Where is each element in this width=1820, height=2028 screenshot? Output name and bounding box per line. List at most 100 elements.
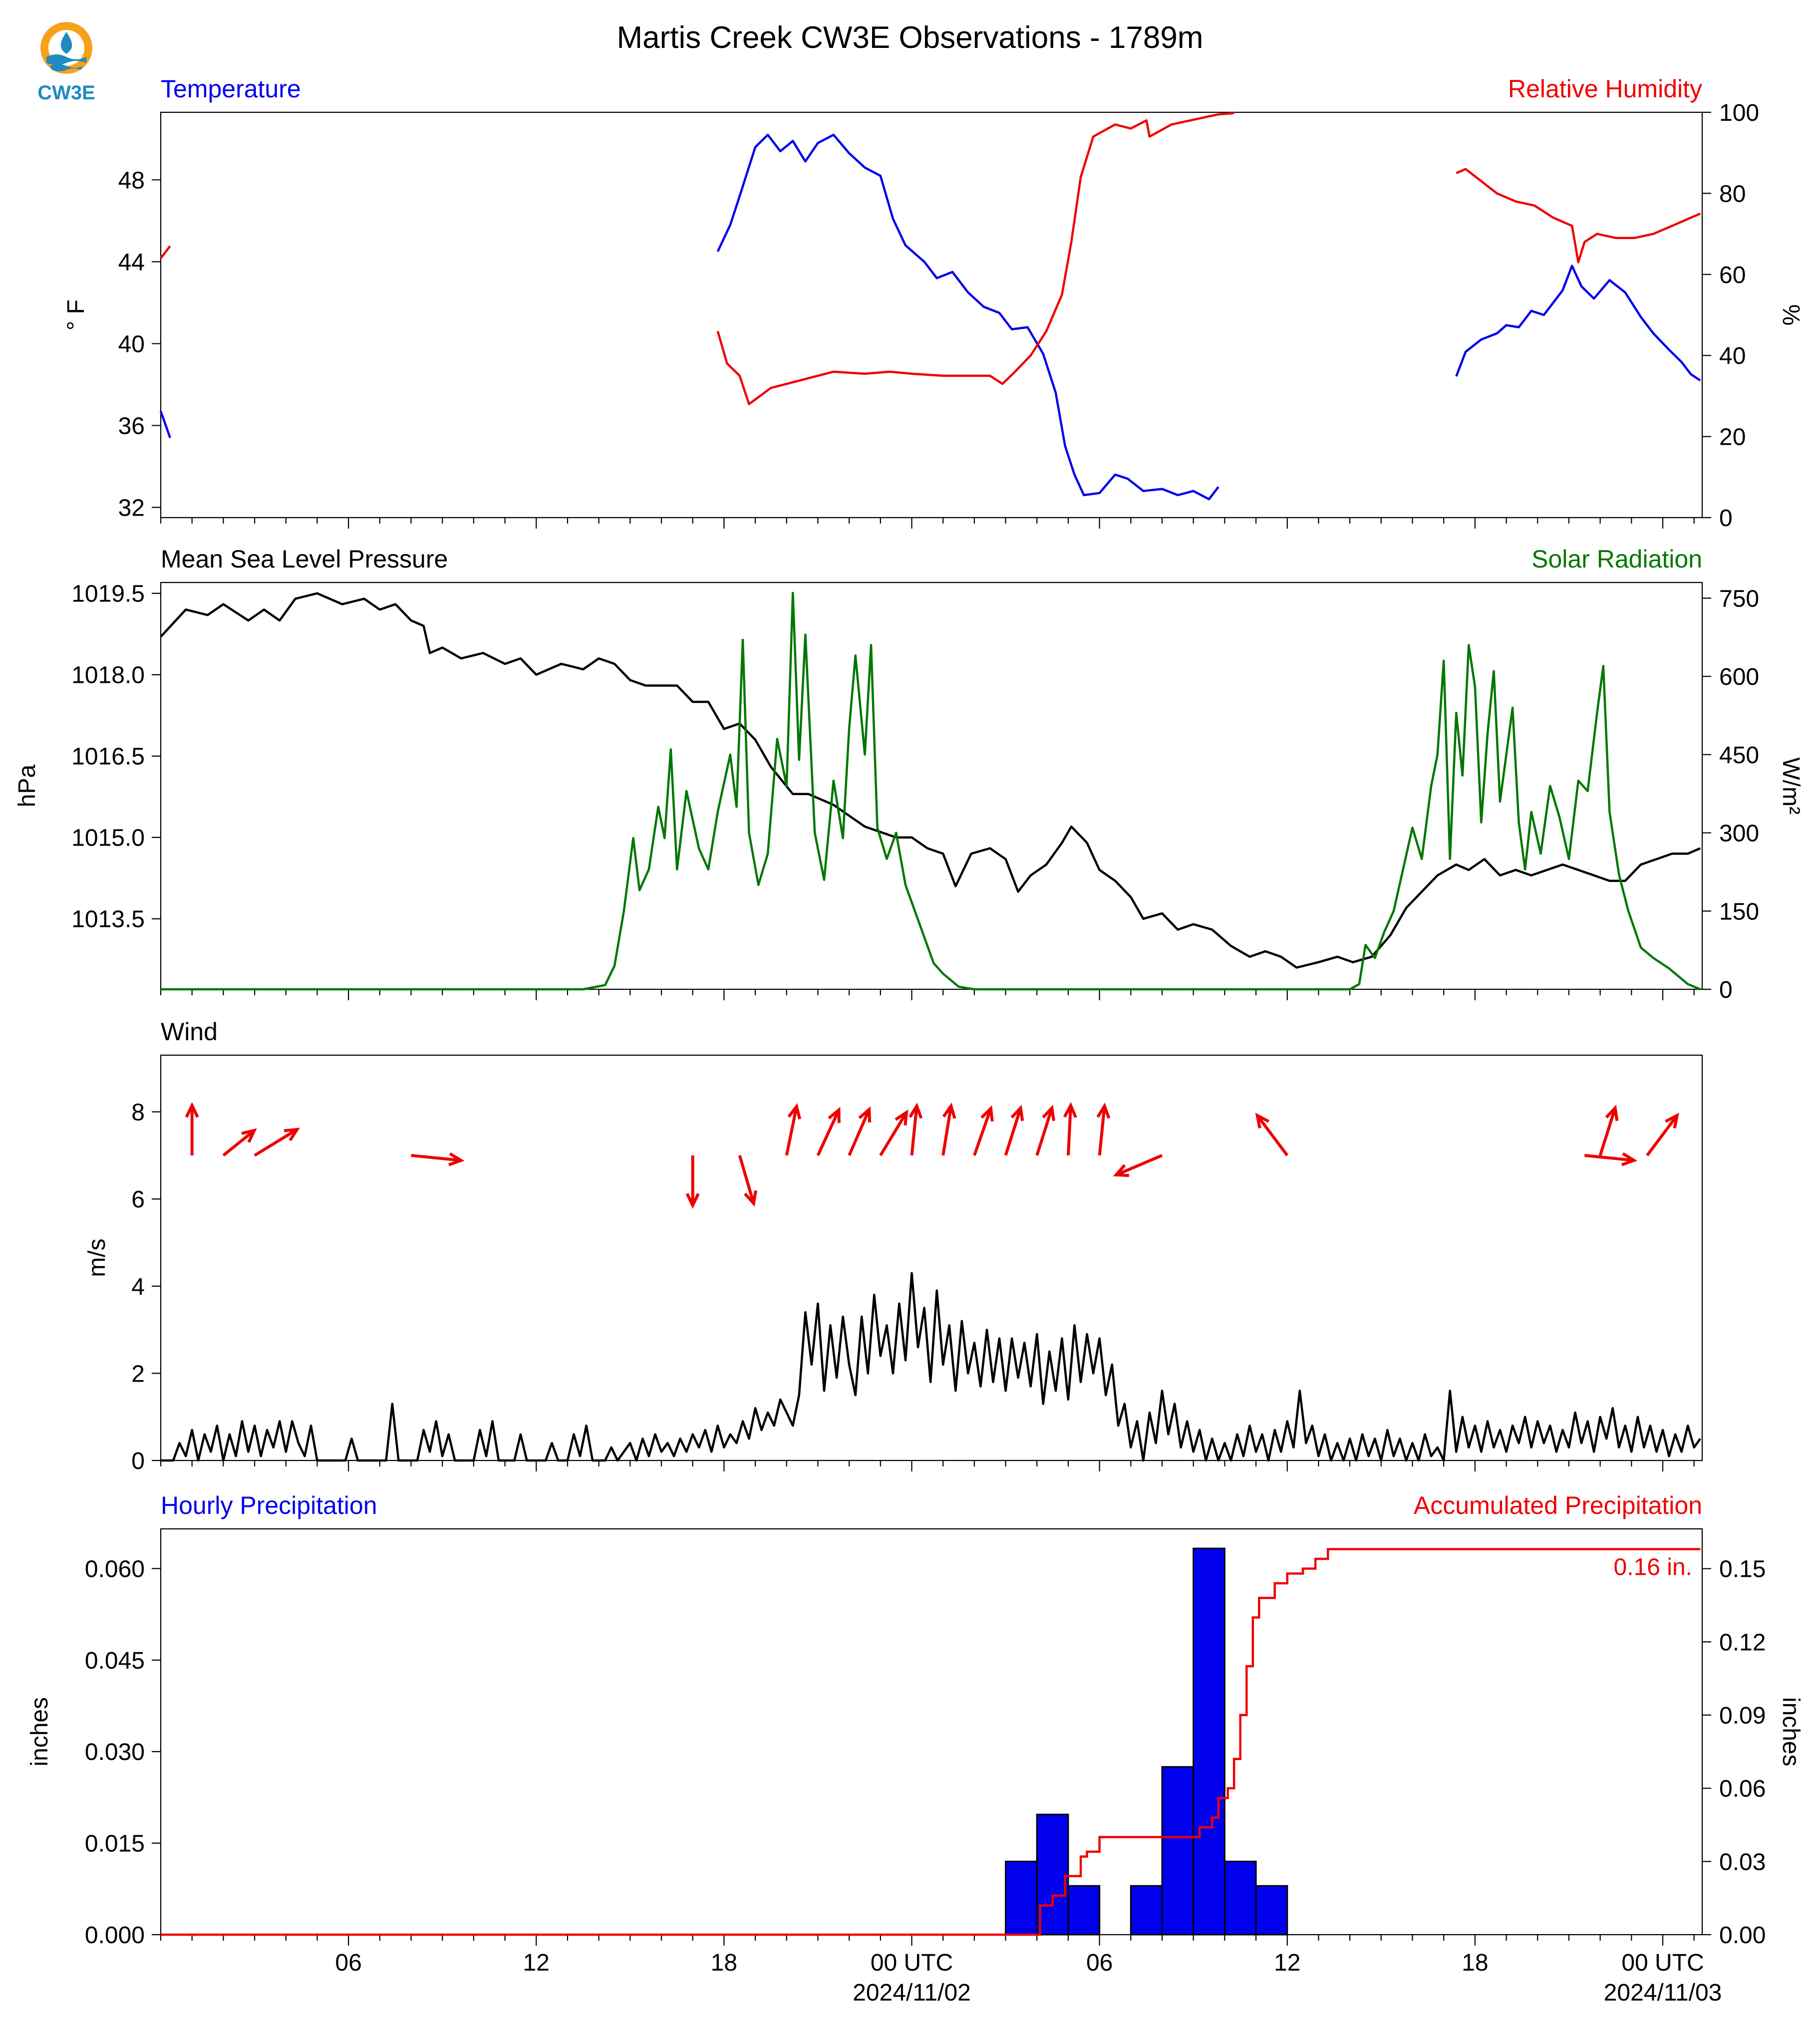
wind-arrow xyxy=(1004,1107,1022,1156)
logo-text: CW3E xyxy=(37,82,95,104)
wind-arrow xyxy=(1035,1107,1054,1156)
figure-title: Martis Creek CW3E Observations - 1789m xyxy=(617,20,1204,55)
panel2-left-title: Mean Sea Level Pressure xyxy=(161,545,448,573)
xtick-label: 06 xyxy=(1086,1950,1113,1976)
wind-arrow xyxy=(222,1129,256,1157)
wind-arrow-head xyxy=(685,1193,700,1209)
panel2-ytick-label-left: 1019.5 xyxy=(71,581,145,607)
panel1-series-relative-humidity xyxy=(1456,168,1701,264)
precip-bar xyxy=(1161,1766,1195,1936)
panel2-ytick-label-left: 1016.5 xyxy=(71,744,145,770)
wind-arrow xyxy=(879,1112,908,1157)
xtick-label: 18 xyxy=(1462,1950,1488,1976)
panel2-ytick-label-right: 150 xyxy=(1719,898,1759,925)
panel4-ytick-label-left: 0.000 xyxy=(85,1922,145,1949)
panel1-ylabel-left: ° F xyxy=(63,299,89,330)
panel4-frame xyxy=(160,1528,1703,1936)
wind-arrow-head xyxy=(1621,1152,1638,1166)
wind-arrow-head xyxy=(828,1107,841,1123)
panel1-ytick-label-left: 48 xyxy=(118,167,145,194)
wind-arrow-head xyxy=(1255,1113,1270,1129)
panel3-series-wind xyxy=(161,1272,1702,1462)
panel4-right-title: Accumulated Precipitation xyxy=(1414,1491,1702,1519)
precip-bar xyxy=(1223,1860,1257,1936)
cw3e-logo: CW3E xyxy=(37,22,95,104)
panel1-ytick-label-right: 100 xyxy=(1719,100,1759,126)
panel4-ytick-label-right: 0.15 xyxy=(1719,1556,1766,1583)
panel4-ytick-label-right: 0.09 xyxy=(1719,1703,1766,1729)
panel4-ytick-label-right: 0.06 xyxy=(1719,1776,1766,1802)
wind-arrow-head xyxy=(909,1102,923,1119)
precip-bar xyxy=(1255,1885,1288,1936)
wind-arrow-head xyxy=(1113,1164,1130,1177)
wind-arrow xyxy=(1066,1105,1072,1156)
wind-arrow-head xyxy=(942,1103,956,1119)
wind-arrow xyxy=(1646,1115,1679,1157)
panel2-frame xyxy=(160,581,1703,990)
wind-arrow xyxy=(1584,1154,1634,1162)
wind-arrow-head xyxy=(1665,1113,1679,1129)
panel1-series-temperature xyxy=(716,133,1219,501)
panel2-ylabel-right: W/m² xyxy=(1778,757,1804,815)
panel1-ytick-label-left: 44 xyxy=(118,249,145,276)
panel1-ytick-label-right: 20 xyxy=(1719,424,1746,451)
wind-arrow-head xyxy=(1042,1105,1055,1121)
panel1-series-relative-humidity xyxy=(160,245,171,259)
panel2-ytick-label-right: 750 xyxy=(1719,585,1759,612)
wind-arrow xyxy=(1598,1107,1617,1156)
panel3-ytick-label-left: 8 xyxy=(131,1100,145,1126)
wind-arrow-head xyxy=(284,1128,300,1142)
xtick-label: 12 xyxy=(1274,1950,1300,1976)
panel3-ytick-label-left: 6 xyxy=(131,1186,145,1213)
panel3-frame xyxy=(160,1054,1703,1461)
wind-arrow-head xyxy=(1605,1105,1619,1121)
panel2-ytick-label-left: 1013.5 xyxy=(71,906,145,933)
wind-arrow xyxy=(254,1128,298,1157)
wind-arrow xyxy=(1115,1154,1163,1176)
wind-arrow xyxy=(910,1106,918,1156)
panel3-ytick-label-left: 4 xyxy=(131,1274,145,1300)
panel2-ytick-label-right: 0 xyxy=(1719,977,1733,1003)
xtick-date-label: 2024/11/02 xyxy=(853,1980,971,2006)
panel1-ytick-label-right: 60 xyxy=(1719,262,1746,289)
wind-arrow xyxy=(738,1155,755,1204)
wind-arrow xyxy=(941,1106,953,1156)
accumulated-precip-total: 0.16 in. xyxy=(1614,1554,1692,1581)
wind-arrow xyxy=(848,1109,871,1157)
wind-arrow-head xyxy=(185,1102,199,1118)
wind-arrow xyxy=(973,1108,992,1156)
wind-arrow-head xyxy=(895,1109,909,1126)
wind-arrow-head xyxy=(787,1103,802,1120)
precip-bar xyxy=(1005,1860,1038,1936)
panel1-ytick-label-left: 40 xyxy=(118,331,145,357)
panel1-left-title: Temperature xyxy=(161,75,301,103)
panel2-ytick-label-right: 450 xyxy=(1719,742,1759,769)
panel1-ytick-label-right: 40 xyxy=(1719,343,1746,369)
wind-arrow-head xyxy=(980,1105,994,1122)
panel4-ytick-label-right: 0.03 xyxy=(1719,1849,1766,1875)
wind-arrow xyxy=(1256,1115,1289,1157)
panel2-ytick-label-right: 300 xyxy=(1719,821,1759,847)
panel1-right-title: Relative Humidity xyxy=(1508,75,1702,103)
panel4-ytick-label-left: 0.045 xyxy=(85,1648,145,1674)
panel2-series-solar-radiation xyxy=(161,591,1701,991)
panel2-right-title: Solar Radiation xyxy=(1531,545,1702,573)
wind-arrow-head xyxy=(1010,1105,1024,1121)
panel4-ytick-label-right: 0.00 xyxy=(1719,1922,1766,1949)
panel3-left-title: Wind xyxy=(161,1018,218,1046)
precip-bar xyxy=(1130,1885,1163,1936)
panel2-ytick-label-right: 600 xyxy=(1719,664,1759,690)
wind-arrow-head xyxy=(1096,1102,1111,1119)
xtick-label: 12 xyxy=(523,1950,550,1976)
panel3-ytick-label-left: 2 xyxy=(131,1361,145,1387)
panel1-ylabel-right: % xyxy=(1778,304,1804,326)
wind-arrow-head xyxy=(448,1152,465,1166)
panel4-ylabel-right: inches xyxy=(1778,1697,1804,1766)
logo-drop-icon xyxy=(60,32,72,54)
xtick-label: 00 UTC xyxy=(1621,1950,1704,1976)
wind-arrow xyxy=(785,1106,798,1156)
panel1-frame xyxy=(160,111,1703,519)
panel1-ytick-label-left: 32 xyxy=(118,495,145,521)
panel4-ytick-label-left: 0.015 xyxy=(85,1831,145,1857)
